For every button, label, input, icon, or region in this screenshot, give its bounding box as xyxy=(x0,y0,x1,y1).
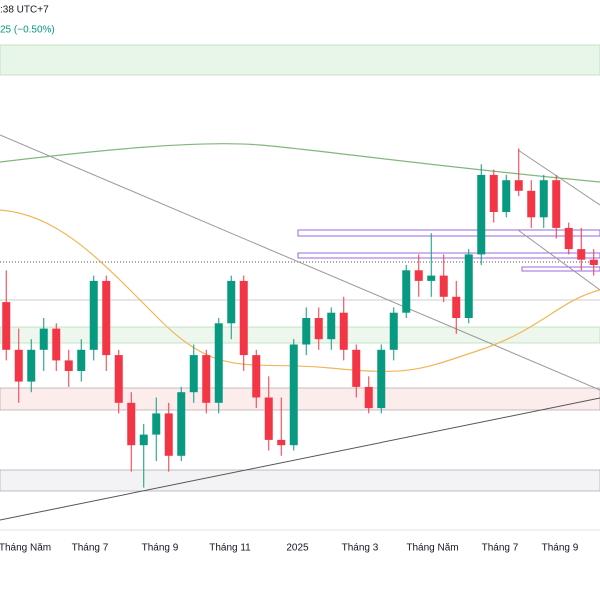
candle-body xyxy=(252,355,261,398)
zone xyxy=(0,469,600,492)
candle-body xyxy=(77,349,86,371)
zone xyxy=(0,387,600,411)
candle-body xyxy=(464,254,473,318)
candle-body xyxy=(227,280,236,324)
candle-body xyxy=(352,349,361,387)
candle-body xyxy=(539,180,548,218)
candle-body xyxy=(214,323,223,403)
candle-body xyxy=(452,296,461,318)
x-tick-label: Tháng 7 xyxy=(72,543,109,554)
candle-body xyxy=(364,386,373,409)
candle-body xyxy=(39,328,48,350)
candle-body xyxy=(439,275,448,297)
candle-body xyxy=(52,328,61,361)
candle-body xyxy=(289,344,298,446)
x-tick-label: Tháng 7 xyxy=(482,543,519,554)
trend-line xyxy=(0,397,600,521)
zone xyxy=(0,44,600,76)
candle-body xyxy=(152,413,161,435)
channel-line xyxy=(517,229,600,291)
candle-body xyxy=(589,259,598,265)
candle-body xyxy=(64,360,73,371)
candle-body xyxy=(2,302,11,350)
level-box xyxy=(521,266,600,272)
candle-body xyxy=(89,280,98,350)
level-box xyxy=(297,252,600,259)
candle-body xyxy=(552,180,561,228)
candle-body xyxy=(377,349,386,409)
candle-body xyxy=(302,318,311,345)
candle-body xyxy=(264,397,273,440)
candle-body xyxy=(189,355,198,393)
header-change: 25 (−0.50%) xyxy=(0,25,55,36)
candle-body xyxy=(339,312,348,350)
candle-body xyxy=(489,174,498,212)
candle-body xyxy=(564,227,573,250)
candle-body xyxy=(177,392,186,456)
candle-body xyxy=(277,439,286,446)
candle-body xyxy=(102,280,111,356)
candle-body xyxy=(314,318,323,340)
candle-body xyxy=(114,355,123,403)
candle-body xyxy=(527,190,536,218)
candle-body xyxy=(577,249,586,260)
x-tick-label: Tháng 9 xyxy=(142,543,179,554)
x-tick-label: Tháng 3 xyxy=(342,543,379,554)
candle-body xyxy=(414,270,423,281)
candle-body xyxy=(239,280,248,356)
candle-body xyxy=(502,180,511,212)
candle-body xyxy=(427,275,436,281)
moving-average xyxy=(0,143,600,183)
moving-average xyxy=(0,209,600,373)
x-tick-label: Tháng 9 xyxy=(542,543,579,554)
candle-body xyxy=(514,180,523,191)
trend-line xyxy=(0,134,600,391)
level-box xyxy=(297,229,600,237)
candle-body xyxy=(127,402,136,446)
candle-body xyxy=(202,355,211,403)
candle-body xyxy=(389,312,398,350)
candle-body xyxy=(164,413,173,456)
candle-body xyxy=(139,434,148,446)
x-tick-label: Tháng 11 xyxy=(209,543,251,554)
x-tick-label: 2025 xyxy=(286,543,309,554)
candle-body xyxy=(27,349,36,382)
zone xyxy=(0,326,600,344)
candle-body xyxy=(402,270,411,313)
x-tick-label: Tháng Năm xyxy=(0,543,51,554)
header-time: :38 UTC+7 xyxy=(0,5,49,16)
candle-body xyxy=(327,312,336,340)
candle-body xyxy=(14,349,23,382)
candle-body xyxy=(477,174,486,255)
x-tick-label: Tháng Năm xyxy=(406,543,458,554)
